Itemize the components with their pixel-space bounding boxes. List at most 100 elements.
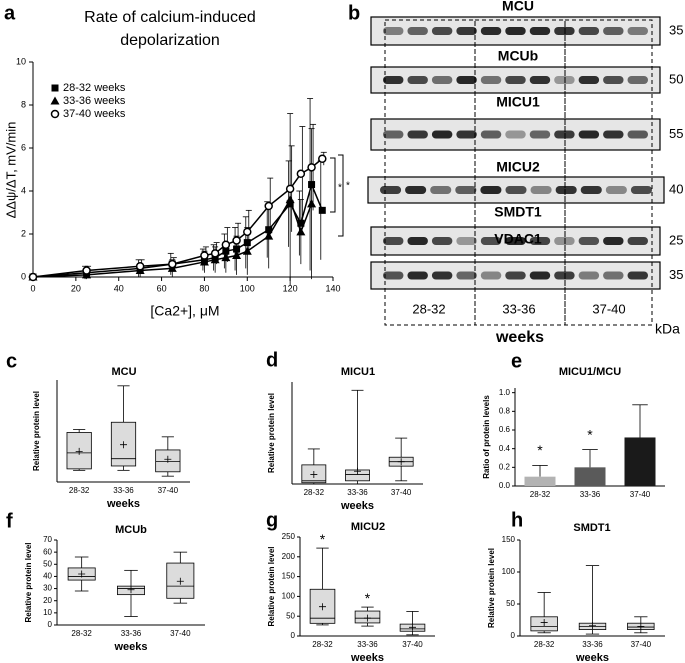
mean-marker	[409, 623, 416, 631]
mean-marker	[637, 622, 645, 630]
y-tick-label: 50	[286, 611, 295, 620]
y-tick-label: 0.0	[499, 481, 511, 490]
blot-band	[554, 130, 575, 139]
marker	[285, 184, 295, 194]
mean-marker	[75, 447, 83, 455]
blot-band	[627, 27, 648, 35]
x-tick-label: 40	[114, 283, 124, 293]
blot-band	[505, 76, 526, 84]
bracket	[330, 157, 336, 213]
x-axis-label: [Ca2+], μM	[150, 303, 219, 319]
blot-band	[407, 271, 428, 280]
kda-label: 55	[669, 126, 683, 141]
x-tick-label: 37-40	[158, 486, 179, 495]
blot-band	[456, 271, 477, 280]
blot-band	[603, 76, 624, 84]
blot-band	[578, 237, 600, 245]
y-axis-label: ΔΔψ/ΔT, mV/min	[3, 122, 18, 219]
blot-band	[456, 130, 477, 139]
y-tick-label: 1.0	[499, 388, 511, 397]
y-tick-label: 100	[282, 592, 296, 601]
mean-marker	[589, 622, 596, 630]
panel-label: b	[348, 2, 360, 24]
panel-label: c	[6, 350, 17, 372]
marker	[210, 255, 220, 264]
y-tick-label: 40	[43, 572, 52, 581]
y-tick-label: 10	[16, 56, 26, 66]
x-tick-label: 28-32	[312, 640, 333, 649]
kda-label: 25	[669, 232, 683, 247]
mean-marker	[176, 577, 184, 585]
y-tick-label: 0.2	[499, 462, 511, 471]
mean-marker	[78, 570, 86, 578]
blot-band	[505, 186, 527, 194]
y-tick-label: 0.8	[499, 406, 511, 415]
x-tick-label: 33-36	[113, 486, 134, 495]
mean-marker	[164, 455, 172, 463]
chart-title: SMDT1	[573, 522, 610, 534]
y-axis-label: Relative protein level	[267, 393, 276, 473]
blot-band	[480, 27, 502, 35]
panel-label: g	[266, 509, 278, 531]
mean-marker	[319, 603, 326, 611]
mean-marker	[310, 470, 318, 478]
x-tick-label: 28-32	[530, 490, 551, 499]
blot-band	[383, 27, 404, 35]
marker	[243, 227, 252, 237]
y-axis-label: Relative protein level	[24, 542, 33, 622]
y-axis-label: Relative protein level	[267, 546, 276, 626]
panel-label: a	[4, 2, 16, 24]
y-tick-label: 8	[21, 99, 26, 109]
group-label: 28-32	[412, 301, 445, 316]
blot-band	[555, 186, 577, 194]
marker	[28, 272, 38, 282]
y-tick-label: 100	[502, 567, 516, 576]
blot-band	[480, 186, 502, 194]
y-tick-label: 30	[43, 584, 52, 593]
significance: *	[365, 590, 371, 606]
blot-band	[383, 271, 404, 280]
x-tick-label: 33-36	[357, 640, 378, 649]
y-tick-label: 0	[21, 271, 26, 281]
legend-marker	[50, 96, 60, 105]
marker	[318, 206, 326, 214]
x-axis-label: weeks	[106, 498, 140, 510]
blot-band	[505, 130, 526, 139]
blot-band	[603, 27, 624, 35]
blot-band	[578, 27, 600, 35]
x-axis-label: weeks	[575, 652, 609, 663]
blot-band	[407, 27, 428, 35]
y-axis-label: Relative protein level	[487, 548, 496, 628]
x-tick-label: 28-32	[69, 486, 90, 495]
marker	[318, 154, 327, 163]
blot-band	[456, 76, 477, 84]
chart-title: MCUb	[115, 524, 147, 536]
blot-band	[554, 27, 575, 35]
x-tick-label: 0	[30, 283, 35, 293]
blot-band	[530, 186, 552, 194]
blot-band	[529, 271, 551, 280]
blot-band	[431, 130, 453, 139]
marker	[285, 195, 295, 204]
y-tick-label: 4	[21, 185, 26, 195]
x-tick-label: 60	[157, 283, 167, 293]
chart-title: MICU2	[351, 521, 385, 533]
kda-label: 35	[669, 267, 683, 282]
legend-marker	[51, 84, 59, 92]
significance: *	[587, 426, 593, 442]
y-tick-label: 150	[282, 572, 296, 581]
blot-band	[603, 130, 624, 139]
x-tick-label: 33-36	[580, 490, 601, 499]
marker	[221, 240, 231, 249]
blot-band	[480, 76, 502, 84]
blot-band	[380, 186, 402, 194]
panel-label: f	[6, 510, 13, 532]
x-tick-label: 37-40	[402, 640, 423, 649]
x-axis-label: weeks	[340, 500, 374, 512]
blot-band	[431, 76, 453, 84]
marker	[135, 262, 145, 271]
protein-name: MCU	[502, 0, 534, 14]
legend-label: 33-36 weeks	[63, 95, 126, 107]
y-tick-label: 10	[43, 608, 52, 617]
marker	[307, 199, 317, 208]
